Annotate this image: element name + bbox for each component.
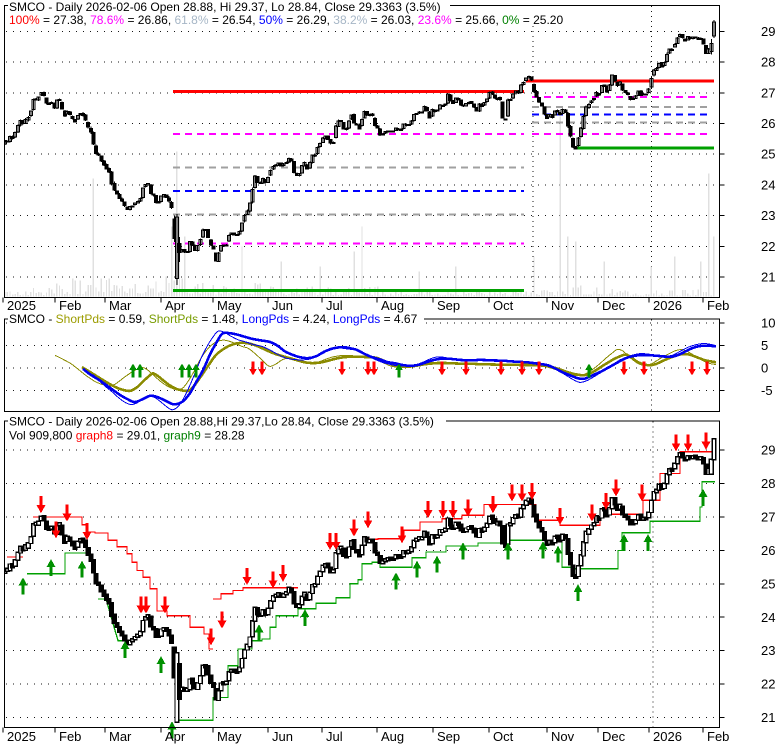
- svg-text:21: 21: [761, 270, 775, 285]
- svg-text:100% = 27.38, 78.6% = 26.86, 6: 100% = 27.38, 78.6% = 26.86, 61.8% = 26.…: [9, 13, 563, 27]
- svg-text:Feb: Feb: [59, 729, 81, 744]
- svg-text:10: 10: [761, 316, 775, 331]
- svg-text:Feb: Feb: [707, 729, 729, 744]
- svg-text:Jul: Jul: [326, 729, 343, 744]
- svg-text:SMCO - ShortPds = 0.59, ShortP: SMCO - ShortPds = 0.59, ShortPds = 1.48,…: [9, 312, 418, 326]
- svg-text:-5: -5: [761, 383, 773, 398]
- svg-text:21: 21: [761, 710, 775, 725]
- svg-text:SMCO - Daily 2026-02-06 Open 2: SMCO - Daily 2026-02-06 Open 28.88,Hi 29…: [9, 415, 434, 429]
- svg-text:24: 24: [761, 610, 775, 625]
- svg-text:Mar: Mar: [109, 729, 132, 744]
- svg-text:25: 25: [761, 576, 775, 591]
- svg-text:Nov: Nov: [551, 729, 575, 744]
- svg-text:2025: 2025: [7, 729, 36, 744]
- svg-text:Mar: Mar: [109, 298, 132, 313]
- svg-text:Jun: Jun: [272, 729, 293, 744]
- svg-text:Feb: Feb: [707, 298, 729, 313]
- svg-text:23: 23: [761, 643, 775, 658]
- svg-text:2026: 2026: [653, 729, 682, 744]
- svg-text:Vol 909,800 graph8 = 29.01, gr: Vol 909,800 graph8 = 29.01, graph9 = 28.…: [9, 429, 245, 443]
- svg-text:Aug: Aug: [381, 298, 404, 313]
- svg-text:0: 0: [761, 361, 768, 376]
- svg-text:Dec: Dec: [602, 298, 626, 313]
- svg-text:27: 27: [761, 85, 775, 100]
- svg-text:27: 27: [761, 509, 775, 524]
- svg-text:26: 26: [761, 116, 775, 131]
- svg-text:May: May: [217, 729, 242, 744]
- svg-text:Nov: Nov: [551, 298, 575, 313]
- svg-text:Apr: Apr: [165, 729, 186, 744]
- svg-text:Feb: Feb: [59, 298, 81, 313]
- svg-text:Apr: Apr: [165, 298, 186, 313]
- svg-text:25: 25: [761, 147, 775, 162]
- svg-text:29: 29: [761, 24, 775, 39]
- svg-text:26: 26: [761, 543, 775, 558]
- svg-text:Oct: Oct: [493, 298, 514, 313]
- svg-text:5: 5: [761, 338, 768, 353]
- svg-text:22: 22: [761, 677, 775, 692]
- svg-text:Sep: Sep: [437, 729, 460, 744]
- svg-text:28: 28: [761, 476, 775, 491]
- svg-text:Dec: Dec: [602, 729, 626, 744]
- svg-text:29: 29: [761, 443, 775, 458]
- svg-text:SMCO - Daily 2026-02-06 Open 2: SMCO - Daily 2026-02-06 Open 28.88, Hi 2…: [9, 0, 441, 14]
- svg-text:24: 24: [761, 178, 775, 193]
- svg-text:2026: 2026: [653, 298, 682, 313]
- svg-text:2025: 2025: [7, 298, 36, 313]
- svg-text:28: 28: [761, 55, 775, 70]
- svg-text:Jun: Jun: [272, 298, 293, 313]
- svg-text:Sep: Sep: [437, 298, 460, 313]
- svg-text:Oct: Oct: [493, 729, 514, 744]
- svg-text:23: 23: [761, 208, 775, 223]
- svg-text:Aug: Aug: [381, 729, 404, 744]
- svg-text:May: May: [217, 298, 242, 313]
- svg-text:Jul: Jul: [326, 298, 343, 313]
- svg-text:22: 22: [761, 239, 775, 254]
